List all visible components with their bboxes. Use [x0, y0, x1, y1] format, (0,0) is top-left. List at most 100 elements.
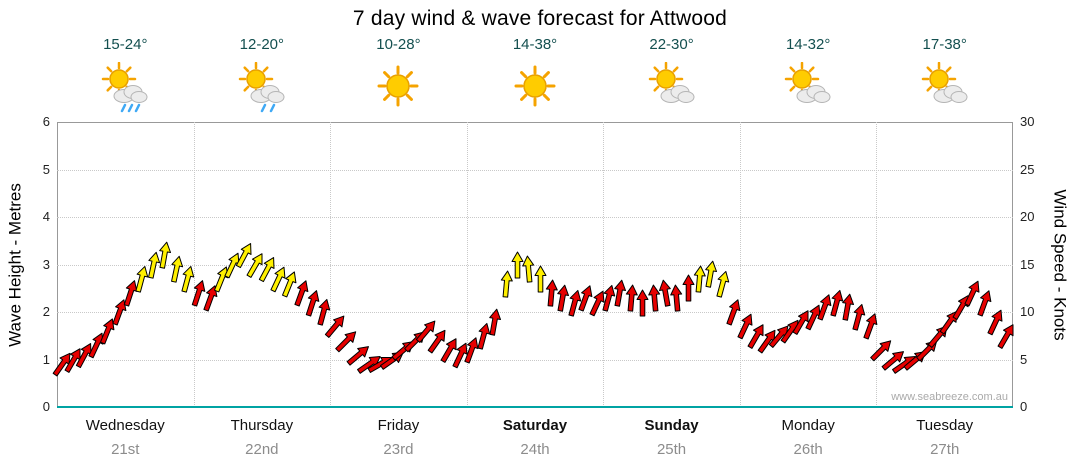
day-date-label: 26th [793, 441, 823, 458]
wind-arrow-icon [346, 345, 369, 366]
page-title: 7 day wind & wave forecast for Attwood [352, 7, 728, 30]
wind-arrow [814, 292, 836, 323]
wave-axis-tick-label: 6 [42, 114, 50, 129]
day-name-label: Wednesday [85, 417, 165, 434]
wind-arrow [255, 254, 280, 285]
wind-arrow-icon [976, 289, 991, 317]
wind-arrow-icon [282, 270, 297, 297]
rain-icon [121, 103, 141, 113]
wind-arrow-icon [477, 322, 490, 350]
wind-arrow [859, 311, 881, 342]
temp-range-label: 10-28° [376, 36, 421, 53]
wind-arrow-icon [317, 298, 331, 326]
wind-arrow-icon [830, 289, 843, 317]
wind-arrow [167, 254, 186, 284]
wind-arrow-icon [870, 340, 892, 362]
wind-arrow-icon [987, 309, 1003, 335]
wind-arrow-icon [817, 294, 832, 321]
cloud-icon [113, 85, 148, 103]
sun-cloud-icon [921, 61, 968, 103]
wind-arrow-icon [452, 342, 468, 369]
wind-arrow-icon [489, 308, 502, 336]
wind-arrow-icon [614, 279, 627, 307]
wind-arrow [177, 264, 197, 294]
wind-arrow-icon [863, 313, 878, 340]
wind-arrow-icon [997, 323, 1014, 349]
wind-axis-tick-label: 30 [1020, 114, 1035, 129]
h-gridline [57, 264, 1013, 266]
wind-arrow-icon [964, 280, 980, 307]
wind-axis-tick-label: 25 [1020, 161, 1035, 177]
sun-cloud-light-shower-icon [238, 61, 285, 113]
wind-arrow [144, 249, 163, 279]
wind-arrow [657, 278, 675, 308]
wind-arrow [290, 278, 312, 309]
wind-arrow [575, 282, 597, 313]
temp-range-label: 15-24° [103, 36, 148, 53]
wind-arrow [498, 269, 513, 298]
day-separator-gridline [466, 122, 468, 407]
wind-arrow [314, 297, 334, 327]
wind-arrow [473, 321, 493, 351]
weather-icon [645, 61, 699, 114]
wind-arrow-icon [534, 265, 547, 293]
wind-arrow-icon [159, 241, 172, 269]
wave-axis-tick-label: 2 [42, 304, 50, 319]
day-date-label: 21st [111, 441, 140, 458]
wind-arrow [733, 311, 757, 342]
wind-arrow-icon [235, 243, 252, 269]
wind-arrow [994, 320, 1019, 351]
wind-arrow [692, 264, 707, 293]
day-name-label: Sunday [644, 417, 699, 434]
wind-arrow-icon [792, 309, 809, 335]
wind-arrow [267, 263, 291, 294]
temp-range-label: 12-20° [239, 36, 285, 53]
wind-arrow-icon [203, 285, 218, 312]
wind-arrow [867, 336, 896, 365]
wind-arrow [585, 287, 609, 318]
wave-axis-tick-label: 5 [42, 161, 50, 177]
weather-icon [781, 61, 835, 114]
cloud-icon [933, 85, 968, 103]
rain-icon [260, 103, 276, 113]
wind-arrow-icon [170, 256, 183, 283]
wind-arrow-icon [545, 279, 558, 307]
wind-arrow [302, 287, 323, 318]
wind-arrow [826, 287, 846, 317]
wind-arrow-icon [270, 266, 286, 293]
wind-arrow-icon [726, 299, 741, 326]
day-name-label: Friday [377, 417, 420, 434]
wave-axis-tick-label: 4 [42, 209, 50, 224]
wind-arrow [878, 346, 908, 374]
wind-arrow-icon [568, 289, 582, 317]
wind-arrow-icon [693, 265, 706, 293]
wind-arrow-icon [258, 257, 275, 283]
wind-arrow [554, 283, 572, 313]
wind-arrow-icon [181, 265, 195, 293]
wind-arrow-icon [511, 251, 524, 278]
wind-arrow-icon [335, 330, 357, 352]
cloud-icon [660, 85, 695, 103]
wind-arrow [511, 251, 524, 279]
sunny-icon [377, 65, 419, 107]
wind-arrow-icon [852, 303, 866, 331]
wind-arrow [279, 268, 302, 299]
wind-arrow [682, 274, 695, 302]
wind-arrow [636, 289, 649, 317]
day-date-label: 27th [930, 441, 960, 458]
temp-range-label: 14-38° [512, 36, 558, 53]
day-separator-gridline [876, 122, 878, 407]
cloud-icon [796, 85, 831, 103]
wind-arrow-icon [578, 285, 593, 312]
wind-arrow [343, 341, 373, 369]
wind-axis-tick-label: 5 [1020, 351, 1028, 367]
sunny-icon [514, 65, 556, 107]
wind-arrow-icon [736, 313, 753, 340]
wind-arrow [210, 263, 233, 294]
day-separator-gridline [739, 122, 741, 407]
wind-arrow [243, 249, 268, 280]
wind-arrow [961, 278, 985, 309]
wind-arrow-icon [111, 299, 126, 326]
